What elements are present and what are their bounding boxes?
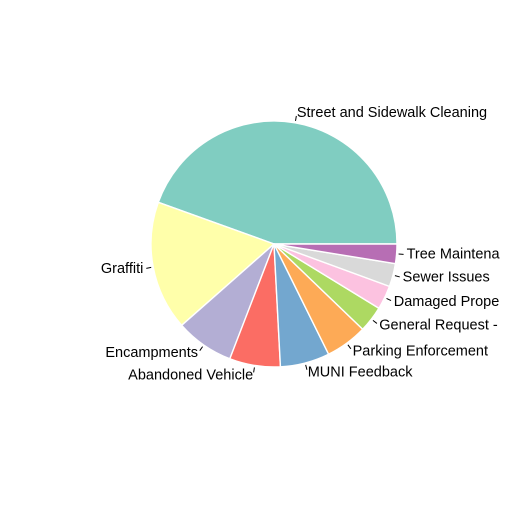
label-abandoned-vehicle: Abandoned Vehicle (128, 367, 253, 383)
label-street-and-sidewalk-cleaning: Street and Sidewalk Cleaning (297, 105, 487, 121)
label-muni-feedback: MUNI Feedback (308, 365, 414, 381)
pie-slice-tree-maintena (273, 243, 398, 265)
label-tick-graffiti (146, 266, 152, 269)
label-encampments: Encampments (105, 345, 198, 361)
pie-slice-graffiti (150, 201, 275, 327)
pie-slice-street-and-sidewalk-cleaning (157, 120, 398, 245)
pie-labels: Street and Sidewalk Cleaning Graffiti Enca… (101, 105, 501, 383)
label-tick-sewer-issues (394, 275, 400, 278)
label-tick-abandoned-vehicle (253, 367, 255, 373)
label-tick-general-request (372, 319, 378, 324)
label-tick-muni-feedback (305, 364, 308, 370)
label-damaged-prope: Damaged Prope (394, 294, 500, 310)
label-tick-encampments (199, 346, 204, 351)
label-tick-street-and-sidewalk-cleaning (295, 115, 297, 121)
label-tree-maintena: Tree Maintena (407, 247, 501, 263)
label-tick-damaged-prope (386, 297, 392, 302)
label-parking-enforcement: Parking Enforcement (353, 343, 488, 359)
pie-slices (150, 120, 398, 368)
label-graffiti: Graffiti (101, 261, 143, 277)
label-tick-parking-enforcement (347, 344, 352, 350)
label-sewer-issues: Sewer Issues (403, 270, 490, 286)
label-general-request: General Request - (379, 317, 498, 333)
